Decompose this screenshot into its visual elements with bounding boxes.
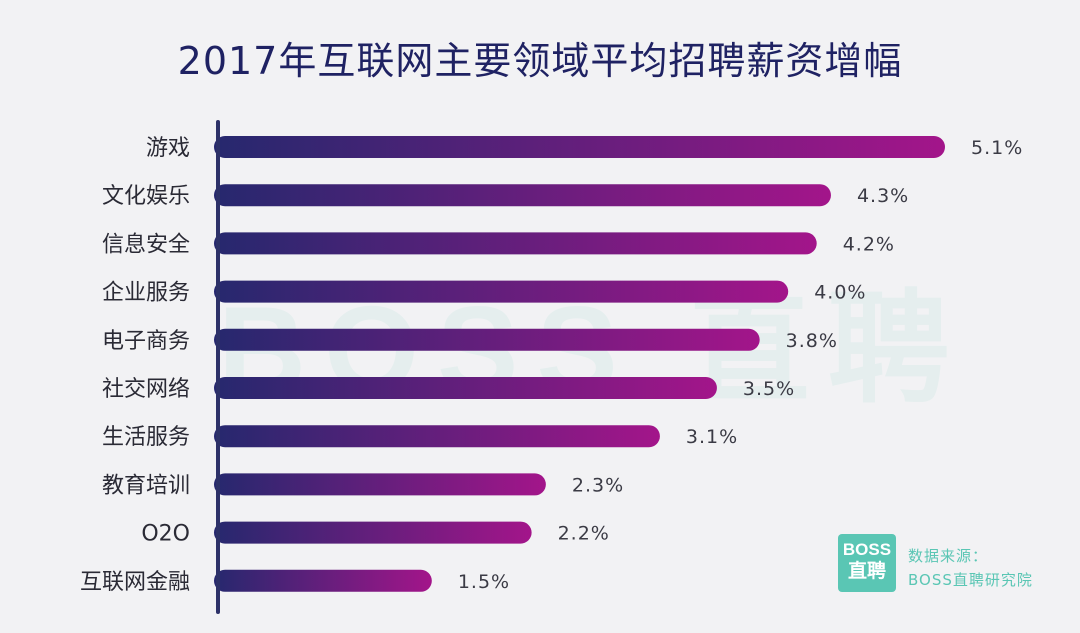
category-label: 电子商务	[102, 329, 190, 354]
bar	[214, 184, 831, 207]
bar	[214, 377, 717, 399]
bar	[214, 328, 760, 351]
source-name: BOSS直聘研究院	[908, 571, 1033, 589]
value-label: 4.0%	[814, 282, 866, 304]
value-label: 1.5%	[458, 571, 510, 593]
value-label: 2.3%	[572, 474, 624, 496]
bar	[214, 136, 945, 158]
chart-title: 2017年互联网主要领域平均招聘薪资增幅	[177, 39, 903, 83]
category-label: 社交网络	[102, 377, 190, 402]
category-label: 生活服务	[102, 425, 190, 450]
category-label: 信息安全	[102, 232, 190, 257]
bar	[214, 569, 432, 592]
bar	[214, 521, 532, 544]
category-label: 文化娱乐	[102, 184, 190, 209]
category-label: O2O	[141, 522, 190, 547]
category-label: 游戏	[146, 136, 190, 161]
value-label: 3.1%	[686, 426, 738, 448]
bar	[214, 473, 546, 496]
value-label: 3.8%	[786, 330, 838, 352]
value-label: 4.3%	[857, 185, 909, 207]
bar	[214, 232, 817, 255]
category-label: 教育培训	[102, 473, 190, 498]
category-label: 企业服务	[102, 281, 190, 306]
boss-logo: BOSS 直聘	[838, 534, 896, 592]
logo-text-line2: 直聘	[847, 561, 886, 582]
value-label: 5.1%	[971, 137, 1023, 159]
logo-text-line1: BOSS	[842, 540, 892, 559]
bar	[214, 425, 660, 448]
value-label: 3.5%	[743, 378, 795, 400]
category-label: 互联网金融	[80, 570, 190, 595]
data-source: 数据来源： BOSS直聘研究院	[908, 544, 1033, 592]
value-label: 2.2%	[558, 523, 610, 545]
source-label: 数据来源：	[908, 547, 989, 565]
bar	[214, 280, 789, 303]
value-label: 4.2%	[843, 233, 895, 255]
